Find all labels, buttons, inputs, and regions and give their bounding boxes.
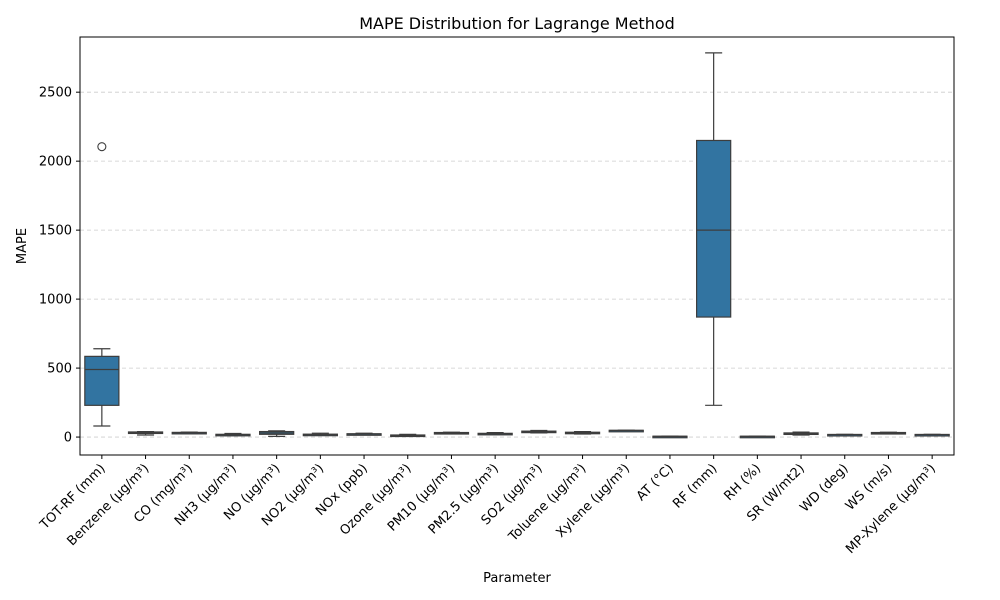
box-5 bbox=[302, 432, 338, 437]
plot-frame bbox=[79, 36, 955, 456]
box-series bbox=[84, 52, 950, 439]
x-tick-label: RF (mm) bbox=[670, 461, 720, 511]
y-axis-label: MAPE bbox=[15, 228, 30, 264]
x-tick-label: AT (°C) bbox=[634, 461, 677, 504]
x-tick-label: Toluene (µg/m³) bbox=[505, 461, 589, 545]
box-17 bbox=[827, 433, 863, 437]
box-18 bbox=[870, 431, 907, 435]
box-15 bbox=[739, 435, 775, 439]
chart-title: MAPE Distribution for Lagrange Method bbox=[359, 14, 675, 33]
y-tick-label: 2000 bbox=[39, 155, 72, 170]
box-16 bbox=[783, 431, 819, 436]
box-10 bbox=[521, 429, 557, 434]
box-1 bbox=[127, 430, 164, 436]
y-tick-label: 1500 bbox=[39, 224, 72, 239]
box-8 bbox=[433, 431, 470, 435]
box-12 bbox=[608, 429, 644, 433]
box-iqr bbox=[84, 355, 120, 406]
y-tick-label: 0 bbox=[64, 431, 72, 446]
box-14 bbox=[696, 52, 732, 406]
y-tick-label: 500 bbox=[47, 362, 72, 377]
x-axis-ticks: TOT-RF (mm)Benzene (µg/m³)CO (mg/m³)NH3 … bbox=[37, 455, 939, 557]
box-0 bbox=[84, 142, 120, 427]
box-11 bbox=[564, 430, 601, 435]
box-4 bbox=[259, 430, 295, 437]
x-tick-label: WD (deg) bbox=[797, 461, 851, 515]
box-7 bbox=[390, 433, 426, 438]
box-iqr bbox=[696, 139, 732, 318]
x-tick-label: RH (%) bbox=[721, 461, 764, 504]
y-tick-label: 2500 bbox=[39, 86, 72, 101]
grid-lines bbox=[80, 91, 954, 438]
box-9 bbox=[477, 432, 513, 436]
y-tick-label: 1000 bbox=[39, 293, 72, 308]
box-2 bbox=[171, 431, 207, 435]
x-tick-label: Benzene (µg/m³) bbox=[64, 461, 152, 549]
box-6 bbox=[346, 432, 382, 436]
outlier-point bbox=[97, 142, 107, 152]
y-axis-ticks: 0 500 1000 1500 2000 2500 bbox=[39, 86, 80, 446]
x-axis-label: Parameter bbox=[483, 571, 551, 586]
box-3 bbox=[215, 432, 251, 437]
box-13 bbox=[652, 435, 688, 439]
box-19 bbox=[914, 433, 950, 437]
